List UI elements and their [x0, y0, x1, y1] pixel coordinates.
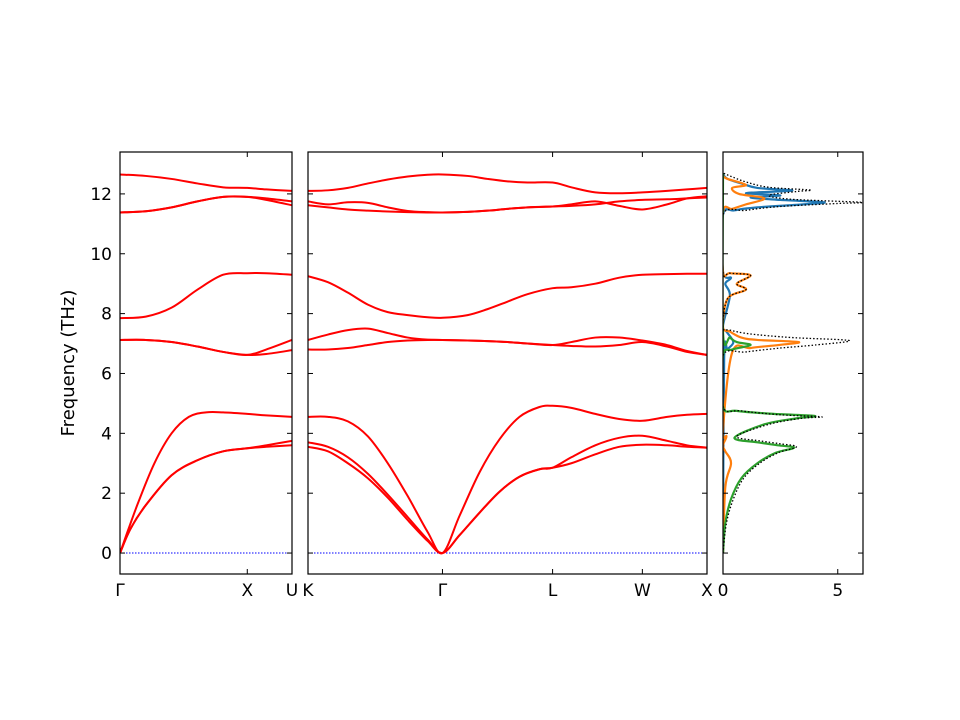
phonon-band-line: [308, 404, 707, 555]
phonon-band-line: [120, 439, 292, 554]
y-tick-label: 12: [90, 185, 112, 205]
x-tick-label: X: [241, 581, 253, 601]
dos-series-line: [723, 172, 817, 554]
x-tick-label: U: [286, 581, 298, 601]
phonon-band-line: [120, 195, 292, 214]
y-axis-label: Frequency (THz): [58, 290, 79, 437]
phonon-band-line: [120, 338, 292, 357]
x-tick-label: L: [548, 581, 558, 601]
y-tick-label: 6: [101, 364, 112, 384]
dos-series-line: [723, 175, 801, 554]
phonon-band-line: [120, 272, 292, 320]
phonon-band-line: [308, 443, 707, 555]
dos-series-line: [723, 173, 826, 554]
axes-frame: [722, 151, 864, 575]
phonon-band-line: [308, 173, 707, 195]
band-panel-gamma-x-u: 0 2 4 6 8 10 12 Γ X U: [90, 151, 298, 601]
x-tick-label: K: [302, 581, 314, 601]
plot-area: [120, 173, 292, 554]
dos-series-line: [723, 172, 863, 554]
x-tick-label: Γ: [115, 581, 125, 601]
phonon-band-line: [120, 173, 292, 192]
plot-area: [723, 172, 863, 554]
phonon-band-line: [308, 196, 707, 214]
x-tick-label: 5: [832, 581, 843, 601]
phonon-band-line: [120, 410, 292, 554]
plot-area: [308, 173, 707, 555]
phonon-band-line: [308, 434, 707, 555]
y-tick-label: 10: [90, 245, 112, 265]
phonon-band-line: [308, 195, 707, 214]
phonon-band-line: [308, 327, 707, 356]
x-tick-label: W: [634, 581, 651, 601]
y-tick-label: 8: [101, 305, 112, 325]
y-tick-label: 0: [101, 544, 112, 564]
axes-frame: [119, 151, 293, 575]
phonon-band-line: [308, 272, 707, 319]
y-tick-label: 4: [101, 424, 112, 444]
axes-frame: [307, 151, 708, 575]
x-tick-label: X: [701, 581, 713, 601]
y-tick-label: 2: [101, 484, 112, 504]
x-tick-label: Γ: [438, 581, 448, 601]
phonon-band-line: [120, 444, 292, 554]
x-tick-label: 0: [718, 581, 729, 601]
